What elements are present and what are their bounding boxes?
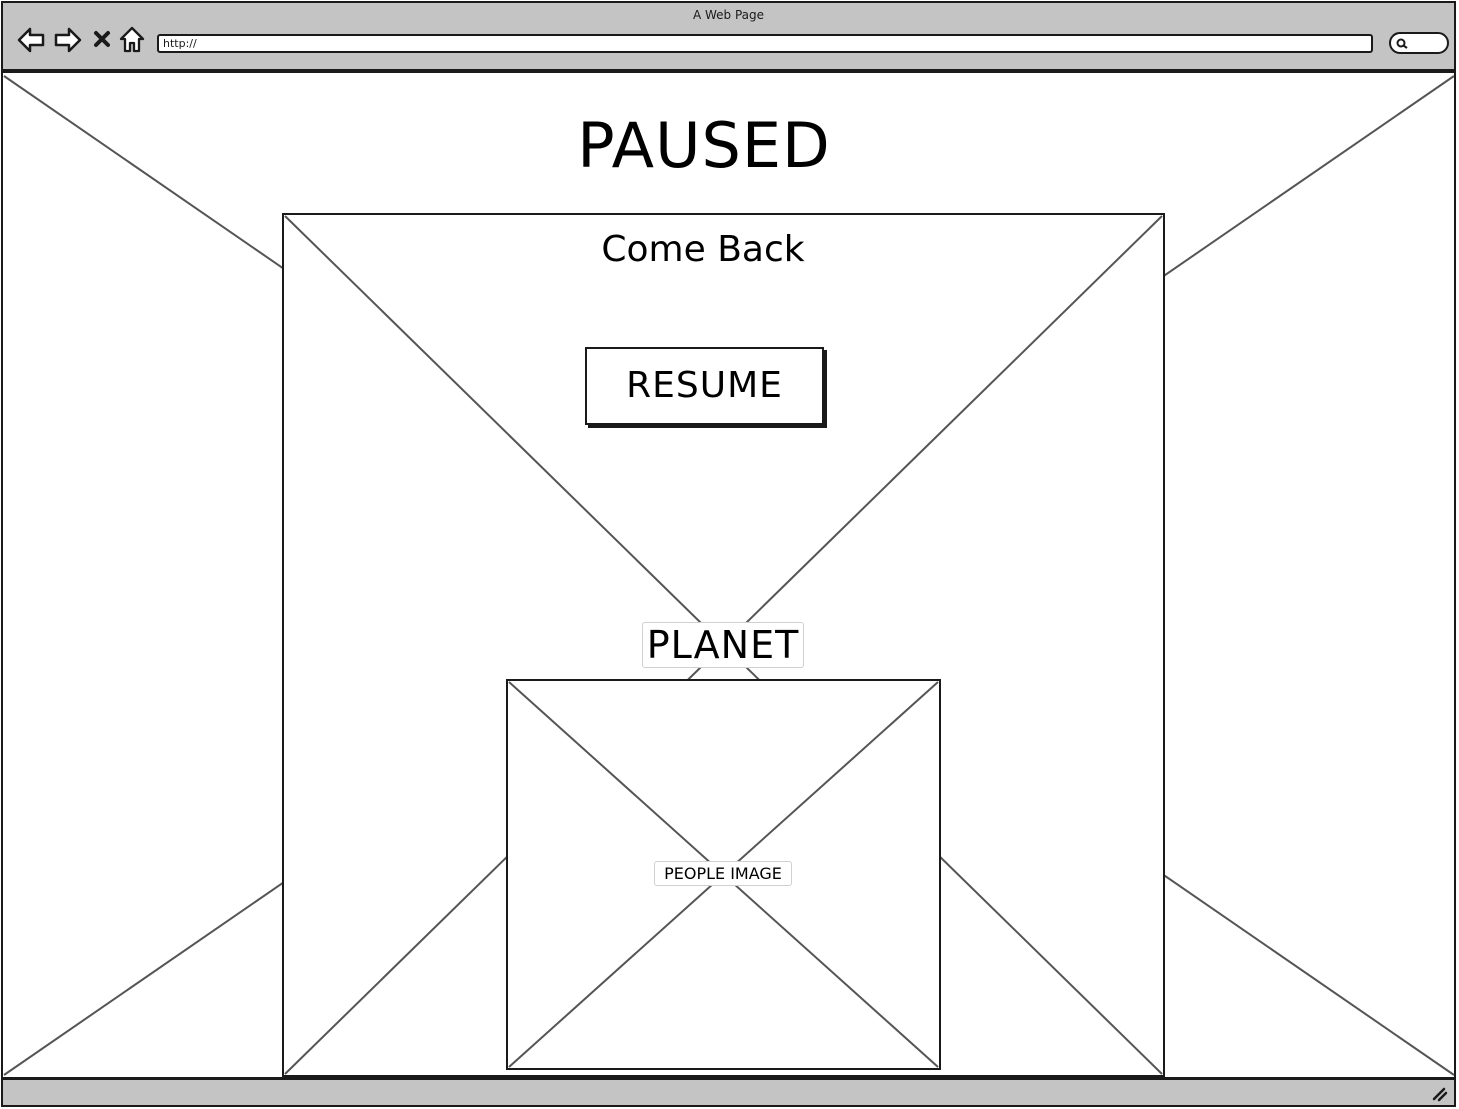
planet-label: PLANET: [642, 622, 804, 668]
home-icon[interactable]: [117, 25, 147, 55]
window-title: A Web Page: [692, 8, 765, 22]
panel-heading: Come Back: [601, 229, 805, 270]
search-icon: [1396, 38, 1408, 49]
back-arrow-icon[interactable]: [16, 25, 46, 55]
resize-grip-icon[interactable]: [1430, 1083, 1450, 1103]
people-image-label: PEOPLE IMAGE: [654, 861, 792, 886]
resume-button[interactable]: RESUME: [585, 347, 824, 425]
forward-arrow-icon[interactable]: [53, 25, 83, 55]
close-icon[interactable]: [89, 25, 119, 55]
browser-toolbar: A Web Page http://: [1, 1, 1456, 71]
search-field[interactable]: [1389, 32, 1449, 54]
status-bar: [1, 1078, 1456, 1107]
page-title: PAUSED: [577, 109, 831, 182]
address-bar[interactable]: http://: [157, 34, 1373, 53]
